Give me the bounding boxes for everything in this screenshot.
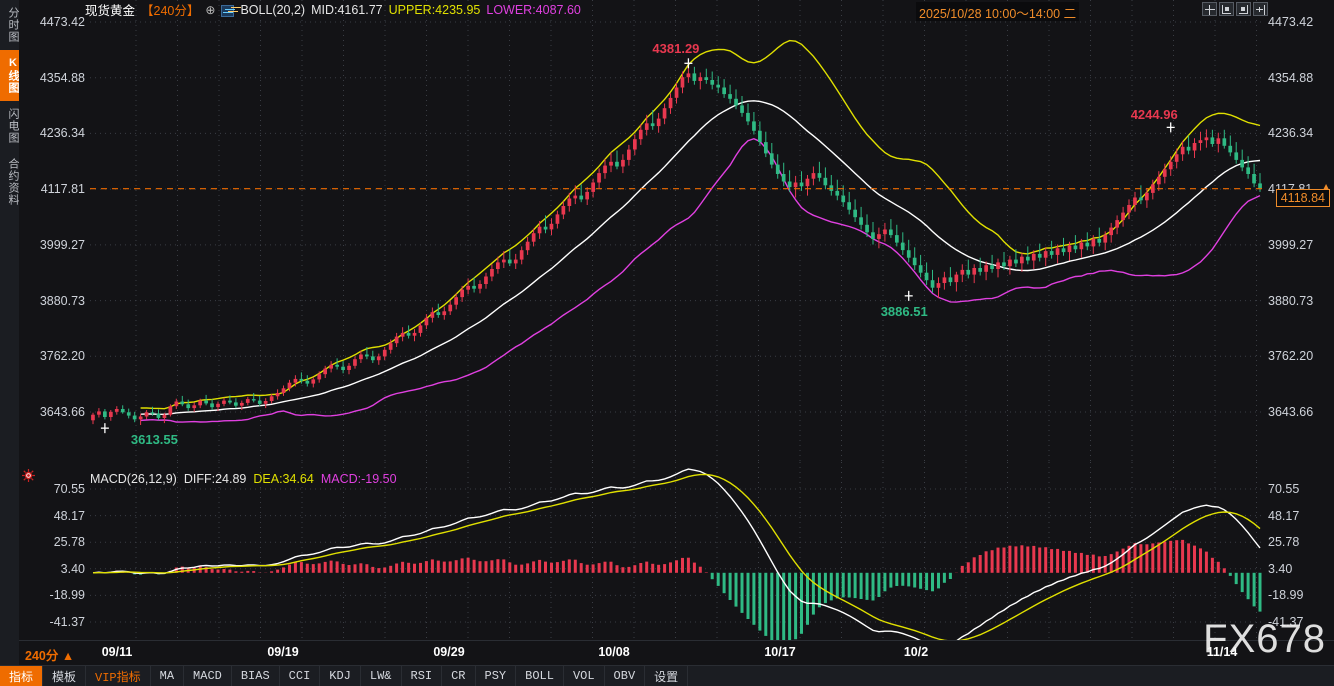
- toolbar-ma[interactable]: MA: [151, 666, 185, 686]
- sidebar-item-timeshare[interactable]: 分时图: [7, 7, 19, 43]
- price-axis-label-left: -41.37: [49, 615, 85, 629]
- toolbar-psy[interactable]: PSY: [476, 666, 517, 686]
- toolbar-kdj[interactable]: KDJ: [320, 666, 361, 686]
- toolbar-boll[interactable]: BOLL: [516, 666, 564, 686]
- toolbar-lwr[interactable]: LW&: [361, 666, 402, 686]
- price-axis-label-left: 3999.27: [39, 237, 85, 252]
- price-axis-label-left: 4354.88: [39, 70, 85, 85]
- align-right-tool-icon[interactable]: [1236, 2, 1251, 16]
- price-axis-label-left: 3880.73: [39, 293, 85, 308]
- x-axis-label: 10/17: [764, 645, 796, 659]
- price-axis-label-right: -41.37: [1268, 615, 1304, 629]
- toolbar-bias[interactable]: BIAS: [232, 666, 280, 686]
- start-low-annotation: 3613.55: [130, 432, 178, 448]
- sidebar-item-contract-info[interactable]: 合约资料: [7, 158, 19, 206]
- x-axis-label: 10/2: [903, 645, 929, 659]
- toolbar-vol[interactable]: VOL: [564, 666, 605, 686]
- price-axis-label-left: 25.78: [53, 535, 85, 550]
- macd-settings-icon[interactable]: [22, 469, 35, 482]
- price-axis-label-left: 3.40: [60, 561, 85, 576]
- toolbar-template[interactable]: 模板: [43, 666, 87, 686]
- recent-high-annotation: 4244.96: [1130, 107, 1178, 123]
- price-axis-label-right: 3643.66: [1268, 405, 1314, 419]
- price-axis-label-left: 70.55: [53, 482, 85, 496]
- toolbar-indicators[interactable]: 指标: [0, 666, 44, 686]
- toolbar-vip[interactable]: VIP指标: [86, 666, 151, 686]
- macd-info-bar: MACD(26,12,9) DIFF:24.89 DEA:34.64 MACD:…: [90, 471, 397, 486]
- toolbar-macd[interactable]: MACD: [184, 666, 232, 686]
- boll-upper-value: UPPER:4235.95: [388, 2, 481, 17]
- swing-low-annotation: 3886.51: [880, 303, 928, 319]
- price-axis-label-right: 25.78: [1268, 535, 1300, 550]
- crosshair-tool-icon[interactable]: [1202, 2, 1217, 16]
- price-axis-label-right: 70.55: [1268, 482, 1300, 496]
- macd-title: MACD(26,12,9): [90, 471, 177, 486]
- x-axis-label: 09/19: [267, 645, 299, 659]
- chart-tool-icons[interactable]: [1202, 2, 1268, 16]
- price-axis-label-right: -18.99: [1268, 588, 1304, 603]
- macd-chart-panel[interactable]: 70.55 70.55 48.17 48.17 25.78 25.78 3.40 3.40 -1…: [19, 462, 1334, 640]
- price-axis-label-right: 3762.20: [1268, 349, 1314, 364]
- toolbar-cci[interactable]: CCI: [280, 666, 321, 686]
- toolbar-rsi[interactable]: RSI: [402, 666, 443, 686]
- price-chart-panel[interactable]: 4473.42 4473.42 4354.88 4354.88 4236.34 4236.…: [19, 0, 1334, 462]
- macd-macd-value: MACD:-19.50: [320, 471, 397, 486]
- x-axis-label: 09/11: [101, 645, 133, 659]
- x-axis-label: 10/08: [598, 645, 630, 659]
- boll-mid-value: MID:4161.77: [311, 2, 383, 17]
- price-axis-label-right: 4473.42: [1268, 15, 1314, 29]
- x-axis: 240分 ▲ 09/11 09/19 09/29 10/08 10/17 10/2 11/1…: [19, 640, 1334, 665]
- toolbar-obv[interactable]: OBV: [605, 666, 646, 686]
- macd-dea-value: DEA:34.64: [253, 471, 314, 486]
- toolbar-spacer: [688, 666, 1334, 686]
- price-axis-label-left: 48.17: [53, 508, 85, 523]
- period-label[interactable]: 【240分】: [141, 4, 200, 18]
- price-axis-label-left: 4473.42: [39, 15, 85, 29]
- sidebar-item-kline[interactable]: K线图: [0, 50, 19, 101]
- high-annotation: 4381.29: [652, 41, 700, 57]
- x-axis-label: 11/14: [1206, 645, 1238, 659]
- price-axis-label-left: 4117.81: [40, 182, 85, 197]
- price-arrow-icon: ▲: [1320, 180, 1332, 194]
- price-axis-label-left: -18.99: [49, 588, 85, 603]
- price-axis-label-right: 3880.73: [1268, 293, 1314, 308]
- align-left-tool-icon[interactable]: [1219, 2, 1234, 16]
- bottom-toolbar[interactable]: 指标 模板 VIP指标 MA MACD BIAS CCI KDJ LW& RSI CR PSY BOLL…: [0, 665, 1334, 686]
- price-axis-label-left: 3762.20: [39, 349, 85, 364]
- toolbar-cr[interactable]: CR: [442, 666, 476, 686]
- left-sidebar: 分时图 K线图闪电图合约资料: [0, 0, 19, 665]
- chart-info-bar: 现货黄金 【240分】 ⊕ BOLL(20,2) MID:4161.77 UPP…: [85, 1, 581, 19]
- boll-lower-value: LOWER:4087.60: [486, 2, 581, 17]
- toolbar-settings[interactable]: 设置: [645, 666, 689, 686]
- expand-right-tool-icon[interactable]: [1253, 2, 1268, 16]
- indicator-icon[interactable]: [221, 4, 235, 17]
- macd-plot-area[interactable]: [90, 462, 1263, 640]
- macd-diff-value: DIFF:24.89: [183, 471, 247, 486]
- price-plot-area[interactable]: [90, 0, 1263, 462]
- symbol-label: 现货黄金: [85, 4, 136, 18]
- price-axis-label-right: 4236.34: [1268, 126, 1314, 141]
- price-axis-label-left: 4236.34: [39, 126, 85, 141]
- price-axis-label-right: 3.40: [1268, 561, 1293, 576]
- period-selector-button[interactable]: 240分 ▲: [25, 649, 75, 663]
- sidebar-item-lightning[interactable]: 闪电图: [7, 108, 19, 144]
- x-axis-label: 09/29: [433, 645, 465, 659]
- price-axis-label-right: 48.17: [1268, 508, 1300, 523]
- price-axis-label-right: 3999.27: [1268, 237, 1314, 252]
- price-axis-label-left: 3643.66: [39, 405, 85, 419]
- price-axis-label-right: 4354.88: [1268, 70, 1314, 85]
- crosshair-time-tooltip: 2025/10/28 10:00～14:00 二: [916, 2, 1080, 21]
- crosshair-icon[interactable]: ⊕: [205, 2, 216, 17]
- boll-indicator-label: BOLL(20,2): [240, 2, 306, 17]
- current-price-tag: 4118.84: [1275, 189, 1330, 207]
